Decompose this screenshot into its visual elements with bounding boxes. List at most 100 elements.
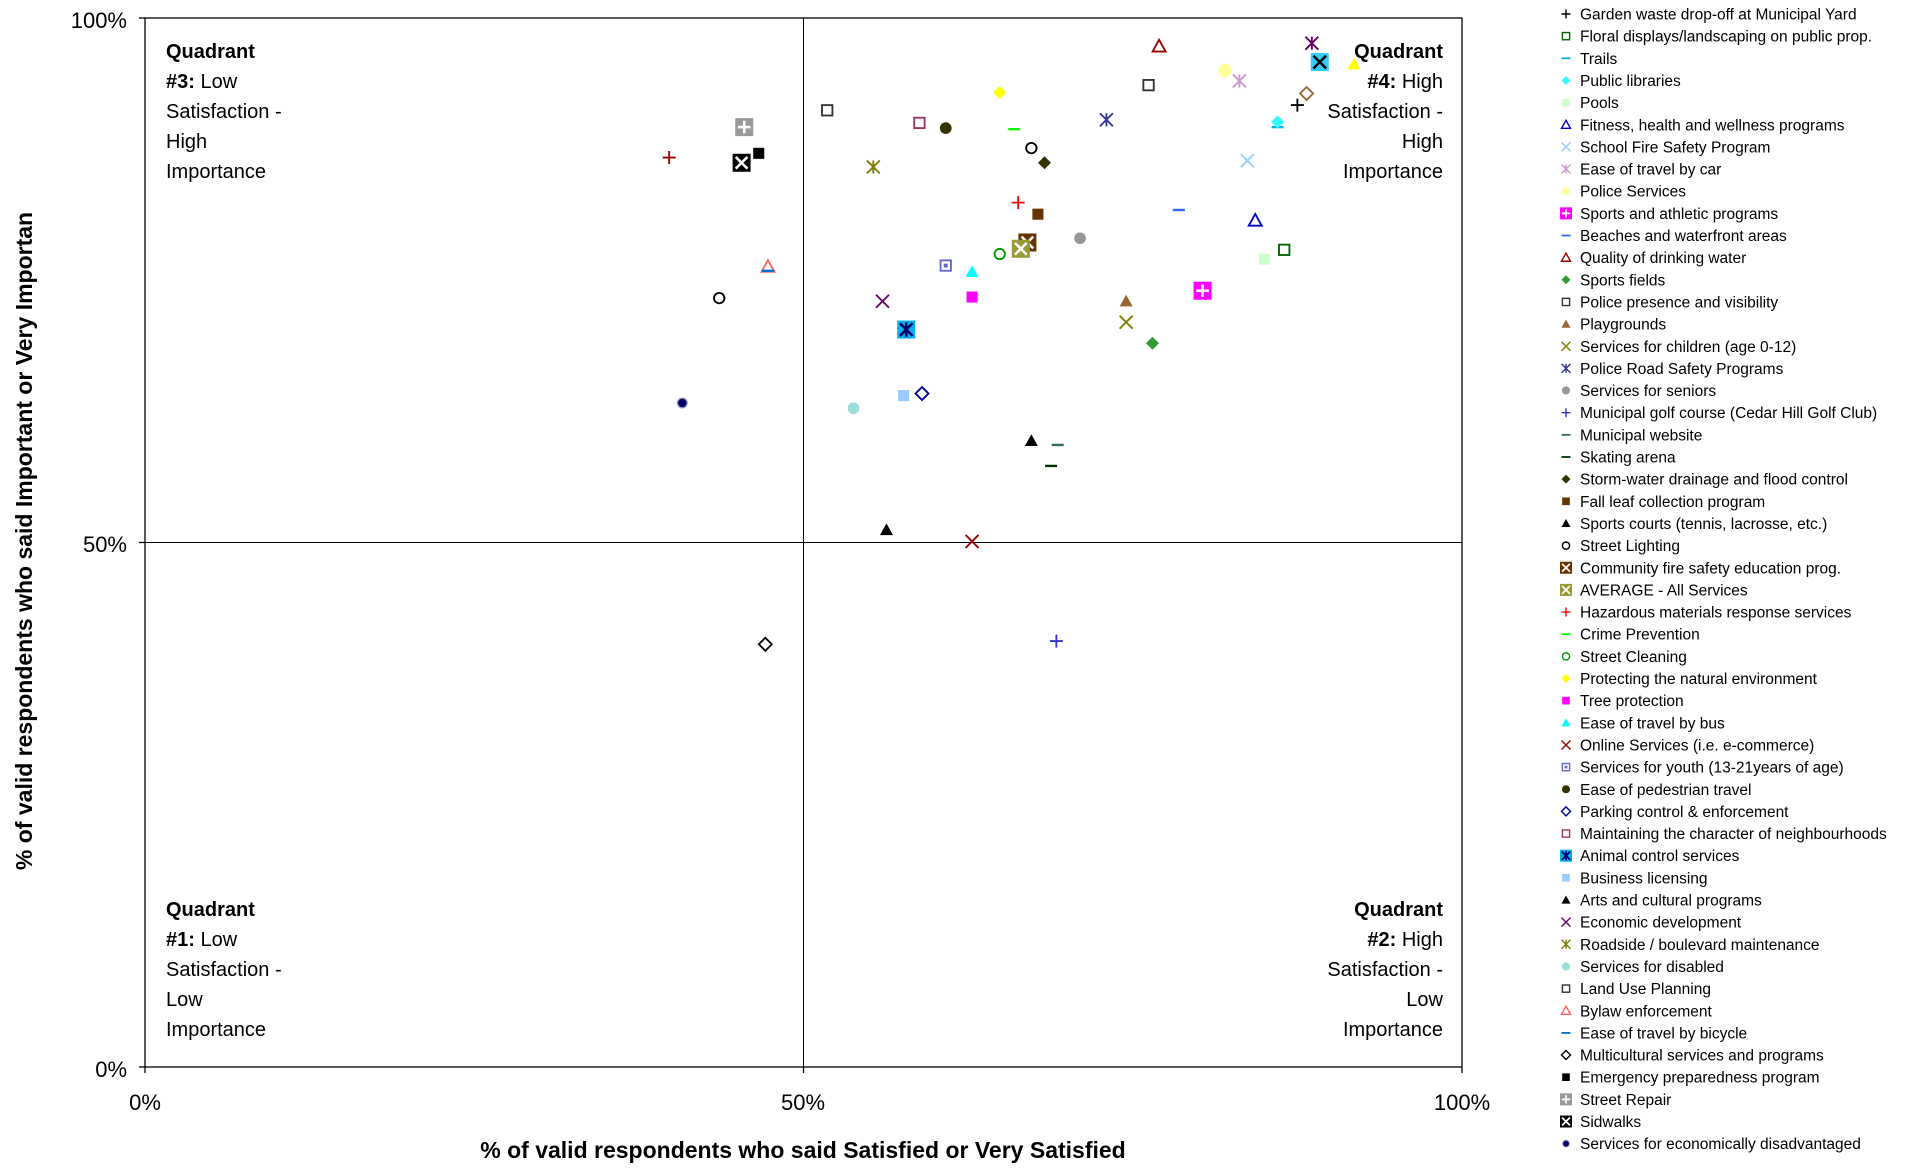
- legend-entry-police-services: Police Services: [1561, 184, 1686, 201]
- quadrant-1-label: Quadrant #1: Low Satisfaction - Low Impo…: [166, 899, 282, 1041]
- point-sidwalks: [732, 153, 751, 172]
- svg-text:Satisfaction -: Satisfaction -: [1327, 101, 1443, 123]
- point-multicultural-services-and-programs: [757, 636, 774, 653]
- legend-entry-ease-of-travel-by-bus: Ease of travel by bus: [1561, 715, 1725, 732]
- point-skating-arena: [1045, 464, 1058, 468]
- legend-label: Protecting the natural environment: [1580, 671, 1818, 688]
- plot-area: [139, 17, 1463, 1073]
- legend-entry-skating-arena: Skating arena: [1561, 450, 1676, 467]
- legend-entry-pools: Pools: [1562, 95, 1619, 112]
- point-beaches-and-waterfront-areas: [1172, 208, 1185, 212]
- svg-text:Importance: Importance: [1343, 161, 1443, 183]
- point-street-lighting: [1025, 141, 1038, 155]
- point-services-for-seniors: [1074, 232, 1086, 245]
- legend-label: Tree protection: [1580, 693, 1684, 710]
- point-economic-development: [875, 294, 890, 309]
- point-sports-fields: [1146, 336, 1160, 350]
- legend-label: AVERAGE - All Services: [1580, 582, 1748, 599]
- legend-label: Playgrounds: [1580, 317, 1666, 334]
- legend-entry-fitness-health-and-wellness-programs: Fitness, health and wellness programs: [1560, 117, 1845, 134]
- point-ease-of-travel-by-car: [1232, 73, 1247, 89]
- point-protecting-the-natural-environment: [993, 85, 1007, 99]
- point-ease-of-pedestrian-travel: [939, 122, 952, 134]
- y-tick-100: 100%: [71, 8, 127, 33]
- point-floral-displays-landscaping-on-public-prop: [1278, 243, 1291, 256]
- svg-text:Satisfaction -: Satisfaction -: [1327, 959, 1443, 981]
- quadrant-dividers: [145, 18, 1462, 1067]
- legend-entry-municipal-golf-course-cedar-hill-golf-club: Municipal golf course (Cedar Hill Golf C…: [1561, 405, 1877, 422]
- point-unlabelled-magenta-asterisk: [1304, 36, 1320, 51]
- legend-label: Pools: [1580, 95, 1619, 112]
- svg-text:Low: Low: [166, 989, 203, 1011]
- legend-entry-economic-development: Economic development: [1561, 915, 1742, 932]
- legend-entry-arts-and-cultural-programs: Arts and cultural programs: [1561, 893, 1762, 910]
- point-police-presence-and-visibility: [1142, 79, 1155, 92]
- point-unlabelled-hollow-circle: [713, 291, 726, 305]
- point-quality-of-drinking-water: [1151, 37, 1168, 53]
- legend-entry-floral-displays-landscaping-on-public-prop: Floral displays/landscaping on public pr…: [1561, 29, 1872, 46]
- legend-label: Services for economically disadvantaged: [1580, 1136, 1861, 1153]
- point-parking-control-enforcement: [914, 385, 930, 402]
- point-business-licensing: [898, 390, 910, 402]
- point-fitness-health-and-wellness-programs: [1247, 212, 1264, 227]
- x-tick-100: 100%: [1434, 1090, 1490, 1115]
- legend-entry-playgrounds: Playgrounds: [1561, 317, 1666, 334]
- legend-entry-municipal-website: Municipal website: [1561, 427, 1702, 444]
- legend-label: Public libraries: [1580, 73, 1681, 90]
- legend-label: Multicultural services and programs: [1580, 1048, 1824, 1065]
- legend-entry-police-presence-and-visibility: Police presence and visibility: [1561, 294, 1778, 311]
- legend-label: Roadside / boulevard maintenance: [1580, 937, 1820, 954]
- svg-text:Importance: Importance: [1343, 1019, 1443, 1041]
- legend-label: Quality of drinking water: [1580, 250, 1746, 267]
- point-hazardous-materials-response-services: [1011, 196, 1025, 210]
- legend-label: Sports and athletic programs: [1580, 206, 1778, 223]
- quadrant-4-number: #4:: [1367, 71, 1396, 93]
- x-tick-0: 0%: [129, 1090, 161, 1115]
- point-unlabelled-brown-diamond: [1298, 85, 1315, 102]
- legend-entry-crime-prevention: Crime Prevention: [1561, 627, 1700, 644]
- svg-text:Quadrant: Quadrant: [166, 41, 255, 63]
- quadrant-3-number: #3:: [166, 71, 195, 93]
- point-services-for-economically-disadvantaged: [676, 397, 688, 409]
- legend-label: Services for children (age 0-12): [1580, 339, 1796, 356]
- legend-label: Arts and cultural programs: [1580, 893, 1762, 910]
- legend-label: Business licensing: [1580, 870, 1708, 887]
- legend-label: Skating arena: [1580, 450, 1676, 467]
- point-crime-prevention: [1008, 127, 1021, 131]
- legend-entry-services-for-youth-13-21years-of-age: Services for youth (13-21years of age): [1561, 760, 1844, 777]
- legend-label: Street Cleaning: [1580, 649, 1687, 666]
- point-ease-of-travel-by-bicycle: [761, 269, 774, 273]
- legend-label: Beaches and waterfront areas: [1580, 228, 1787, 245]
- legend-entry-street-cleaning: Street Cleaning: [1561, 649, 1687, 666]
- point-garden-waste-drop-off-at-municipal-yard: [1290, 98, 1304, 112]
- legend-entry-storm-water-drainage-and-flood-control: Storm-water drainage and flood control: [1561, 472, 1848, 489]
- point-street-repair: [735, 118, 754, 137]
- legend-label: Services for disabled: [1580, 959, 1724, 976]
- point-public-libraries: [1271, 115, 1285, 129]
- legend-entry-animal-control-services: Animal control services: [1560, 848, 1740, 865]
- legend-entry-community-fire-safety-education-prog: Community fire safety education prog.: [1560, 560, 1841, 577]
- quadrant-1-number: #1:: [166, 929, 195, 951]
- svg-text:Satisfaction -: Satisfaction -: [166, 959, 282, 981]
- legend-entry-school-fire-safety-program: School Fire Safety Program: [1561, 139, 1770, 156]
- legend-label: Garden waste drop-off at Municipal Yard: [1580, 7, 1857, 24]
- legend-label: Trails: [1580, 51, 1618, 68]
- point-ease-of-travel-by-bus: [965, 265, 979, 278]
- point-unlabelled-boxed-x-teal: [1310, 53, 1329, 72]
- legend-label: Police Services: [1580, 184, 1686, 201]
- legend-entry-street-repair: Street Repair: [1560, 1092, 1671, 1109]
- legend-label: Animal control services: [1580, 848, 1740, 865]
- legend-label: School Fire Safety Program: [1580, 139, 1770, 156]
- legend-label: Storm-water drainage and flood control: [1580, 472, 1848, 489]
- svg-text:Quadrant: Quadrant: [1354, 899, 1443, 921]
- point-average-all-services: [1011, 239, 1030, 258]
- legend-entry-public-libraries: Public libraries: [1561, 73, 1681, 90]
- legend-entry-online-services-i-e-e-commerce: Online Services (i.e. e-commerce): [1561, 737, 1814, 754]
- legend-label: Community fire safety education prog.: [1580, 560, 1841, 577]
- legend-entry-bylaw-enforcement: Bylaw enforcement: [1560, 1003, 1713, 1020]
- legend-label: Economic development: [1580, 915, 1742, 932]
- legend-entry-police-road-safety-programs: Police Road Safety Programs: [1561, 361, 1784, 378]
- legend-entry-ease-of-travel-by-bicycle: Ease of travel by bicycle: [1561, 1025, 1747, 1042]
- svg-text:Quadrant: Quadrant: [1354, 41, 1443, 63]
- legend-entry-sports-fields: Sports fields: [1561, 272, 1666, 289]
